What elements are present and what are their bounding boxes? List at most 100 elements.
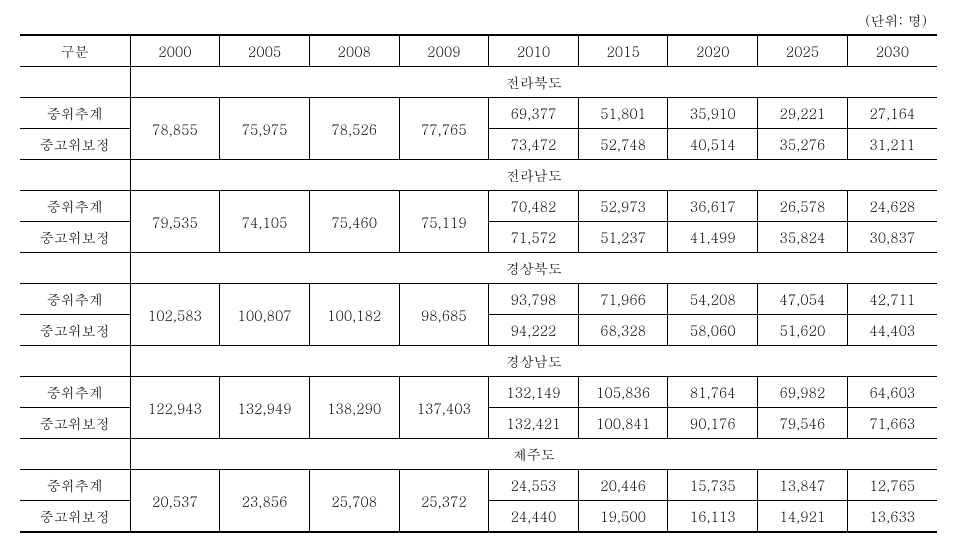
header-year: 2009 [399,35,489,67]
data-cell: 24,553 [489,470,579,501]
data-cell: 42,711 [847,284,937,315]
data-cell: 90,176 [668,408,758,439]
data-cell: 16,113 [668,501,758,533]
data-cell: 137,403 [399,377,489,439]
data-cell: 12,765 [847,470,937,501]
data-table: 구분 2000 2005 2008 2009 2010 2015 2020 20… [20,34,937,533]
data-cell: 52,973 [578,191,668,222]
data-cell: 20,537 [130,470,220,533]
header-year: 2000 [130,35,220,67]
region-name: 전라북도 [130,67,937,98]
data-cell: 15,735 [668,470,758,501]
data-cell: 20,446 [578,470,668,501]
row-label-midhigh: 중고위보정 [20,222,130,253]
empty-cell [20,160,130,191]
data-cell: 75,975 [220,98,310,160]
header-year: 2025 [758,35,848,67]
region-name: 경상북도 [130,253,937,284]
header-year: 2030 [847,35,937,67]
data-cell: 25,708 [309,470,399,533]
row-label-mid: 중위추계 [20,470,130,501]
data-cell: 51,620 [758,315,848,346]
data-cell: 54,208 [668,284,758,315]
data-cell: 69,377 [489,98,579,129]
data-cell: 51,801 [578,98,668,129]
data-cell: 36,617 [668,191,758,222]
row-label-midhigh: 중고위보정 [20,129,130,160]
empty-cell [20,67,130,98]
region-name: 제주도 [130,439,937,470]
data-cell: 71,966 [578,284,668,315]
header-year: 2010 [489,35,579,67]
data-cell: 138,290 [309,377,399,439]
table-row: 중위추계20,53723,85625,70825,37224,55320,446… [20,470,937,501]
data-cell: 51,237 [578,222,668,253]
data-cell: 31,211 [847,129,937,160]
data-cell: 26,578 [758,191,848,222]
data-cell: 78,855 [130,98,220,160]
data-cell: 44,403 [847,315,937,346]
region-header-row: 제주도 [20,439,937,470]
data-cell: 75,460 [309,191,399,253]
data-cell: 19,500 [578,501,668,533]
region-header-row: 전라북도 [20,67,937,98]
data-cell: 74,105 [220,191,310,253]
region-header-row: 경상북도 [20,253,937,284]
region-header-row: 전라남도 [20,160,937,191]
data-cell: 71,572 [489,222,579,253]
table-row: 중위추계78,85575,97578,52677,76569,37751,801… [20,98,937,129]
data-cell: 94,222 [489,315,579,346]
data-cell: 29,221 [758,98,848,129]
data-cell: 81,764 [668,377,758,408]
table-header-row: 구분 2000 2005 2008 2009 2010 2015 2020 20… [20,35,937,67]
header-year: 2005 [220,35,310,67]
row-label-mid: 중위추계 [20,191,130,222]
data-cell: 35,276 [758,129,848,160]
empty-cell [20,346,130,377]
data-cell: 30,837 [847,222,937,253]
data-cell: 100,807 [220,284,310,346]
data-cell: 93,798 [489,284,579,315]
region-header-row: 경상남도 [20,346,937,377]
header-year: 2015 [578,35,668,67]
data-cell: 40,514 [668,129,758,160]
table-row: 중위추계79,53574,10575,46075,11970,48252,973… [20,191,937,222]
data-cell: 70,482 [489,191,579,222]
table-row: 중위추계102,583100,807100,18298,68593,79871,… [20,284,937,315]
empty-cell [20,439,130,470]
data-cell: 100,182 [309,284,399,346]
data-cell: 98,685 [399,284,489,346]
data-cell: 52,748 [578,129,668,160]
data-cell: 68,328 [578,315,668,346]
data-cell: 100,841 [578,408,668,439]
data-cell: 69,982 [758,377,848,408]
region-name: 전라남도 [130,160,937,191]
header-col0: 구분 [20,35,130,67]
data-cell: 132,949 [220,377,310,439]
empty-cell [20,253,130,284]
data-cell: 13,847 [758,470,848,501]
data-cell: 102,583 [130,284,220,346]
data-cell: 73,472 [489,129,579,160]
data-cell: 23,856 [220,470,310,533]
data-cell: 25,372 [399,470,489,533]
data-cell: 14,921 [758,501,848,533]
row-label-mid: 중위추계 [20,377,130,408]
data-cell: 27,164 [847,98,937,129]
header-year: 2020 [668,35,758,67]
row-label-mid: 중위추계 [20,284,130,315]
data-cell: 24,628 [847,191,937,222]
row-label-mid: 중위추계 [20,98,130,129]
row-label-midhigh: 중고위보정 [20,501,130,533]
data-cell: 64,603 [847,377,937,408]
data-cell: 35,824 [758,222,848,253]
table-row: 중위추계122,943132,949138,290137,403132,1491… [20,377,937,408]
data-cell: 132,149 [489,377,579,408]
data-cell: 35,910 [668,98,758,129]
data-cell: 78,526 [309,98,399,160]
data-cell: 77,765 [399,98,489,160]
header-year: 2008 [309,35,399,67]
data-cell: 132,421 [489,408,579,439]
data-cell: 41,499 [668,222,758,253]
data-cell: 75,119 [399,191,489,253]
